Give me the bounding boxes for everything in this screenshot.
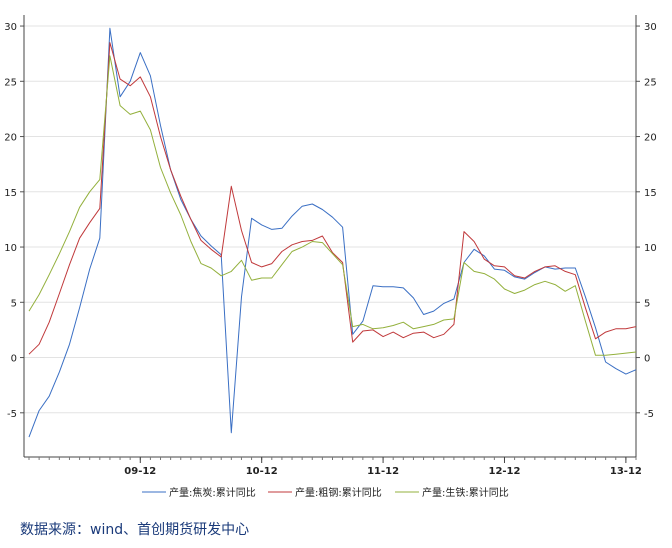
x-tick-label: 11-12 (367, 466, 399, 477)
y-tick-label-right: 30 (644, 22, 657, 33)
y-tick-label-left: 0 (11, 354, 17, 365)
y-tick-label-left: 20 (4, 133, 17, 144)
y-tick-label-left: 5 (11, 298, 17, 309)
y-tick-label-right: 15 (644, 188, 657, 199)
legend-label: 产量:焦炭:累计同比 (169, 486, 256, 499)
x-tick-label: 13-12 (610, 466, 642, 477)
y-tick-label-left: 10 (4, 243, 17, 254)
y-tick-label-right: 20 (644, 133, 657, 144)
y-tick-label-left: -5 (7, 409, 17, 420)
gridlines (24, 25, 636, 414)
y-tick-label-right: 5 (644, 298, 650, 309)
y-tick-label-left: 30 (4, 22, 17, 33)
series-lines (28, 27, 637, 438)
y-tick-label-right: 10 (644, 243, 657, 254)
x-tick-label: 09-12 (124, 466, 156, 477)
source-note: 数据来源：wind、首创期货研发中心 (20, 522, 250, 538)
y-tick-label-left: 15 (4, 188, 17, 199)
y-tick-label-right: 0 (644, 354, 650, 365)
y-tick-label-right: 25 (644, 77, 657, 88)
legend: 产量:焦炭:累计同比 产量:粗钢:累计同比 产量:生铁:累计同比 (142, 486, 509, 499)
legend-label: 产量:粗钢:累计同比 (295, 486, 382, 499)
series-line-3 (28, 55, 637, 356)
x-tick-label: 10-12 (246, 466, 278, 477)
legend-label: 产量:生铁:累计同比 (422, 486, 509, 499)
x-tick-label: 12-12 (488, 466, 520, 477)
y-tick-label-left: 25 (4, 77, 17, 88)
axes: -5 0 5 10 15 20 25 30 -5 0 5 10 15 20 25 30 09-12 10-12 11… (4, 15, 657, 477)
series-line-2 (28, 42, 637, 355)
y-tick-label-right: -5 (644, 409, 654, 420)
series-line-1 (28, 27, 637, 438)
